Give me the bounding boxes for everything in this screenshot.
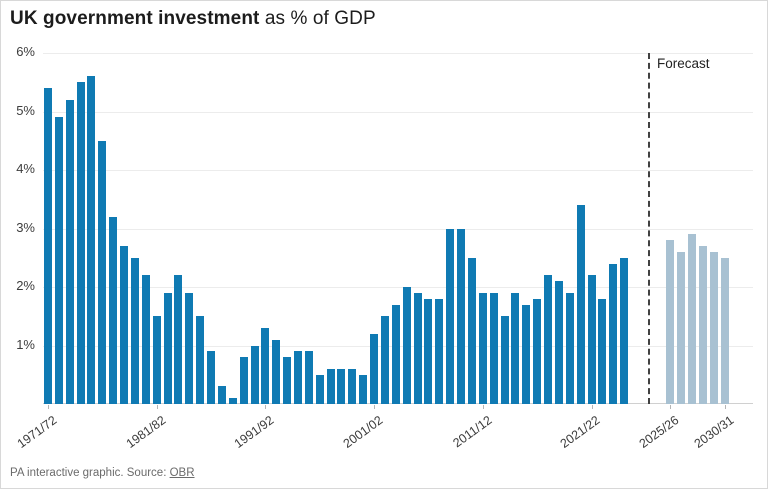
- chart-title-suffix: as % of GDP: [259, 8, 376, 29]
- bar-2003-04[interactable]: [391, 304, 400, 404]
- bar-2001-02[interactable]: [370, 333, 379, 404]
- bar-1995-96[interactable]: [304, 351, 313, 404]
- x-tick-2021-22: [591, 405, 593, 409]
- plot-area: Forecast: [1, 53, 767, 404]
- bar-2004-05[interactable]: [402, 287, 411, 404]
- gridline-3pct: [43, 228, 753, 230]
- bar-1976-77[interactable]: [98, 140, 107, 404]
- bar-2015-16[interactable]: [522, 304, 531, 404]
- bar-2002-03[interactable]: [380, 316, 389, 404]
- x-tick-label-2030-31: 2030/31: [691, 413, 737, 451]
- bar-1977-78[interactable]: [109, 216, 118, 404]
- bar-2021-22[interactable]: [587, 275, 596, 404]
- x-tick-label-2001-02: 2001/02: [340, 413, 386, 451]
- bar-1998-99[interactable]: [337, 368, 346, 404]
- x-tick-label-1991-92: 1991/92: [231, 413, 277, 451]
- bar-2016-17[interactable]: [533, 298, 542, 404]
- forecast-divider-line: [648, 53, 650, 404]
- x-tick-2025-26: [670, 405, 671, 409]
- bar-1975-76[interactable]: [87, 76, 96, 404]
- forecast-label: Forecast: [657, 56, 710, 71]
- bar-2023-24[interactable]: [609, 263, 618, 404]
- gridline-6pct: [43, 53, 753, 54]
- chart-title: UK government investment as % of GDP: [10, 7, 376, 31]
- bar-2005-06[interactable]: [413, 292, 422, 404]
- x-tick-1981-82: [156, 405, 158, 409]
- bar-1984-85[interactable]: [185, 292, 194, 404]
- bar-2012-13[interactable]: [489, 292, 498, 404]
- bar-2029-30[interactable]: [710, 251, 718, 404]
- bar-2028-29[interactable]: [699, 246, 707, 404]
- bar-2013-14[interactable]: [500, 316, 509, 404]
- bar-2000-01[interactable]: [359, 374, 368, 404]
- x-tick-label-2021-22: 2021/22: [557, 413, 603, 451]
- bar-2027-28[interactable]: [688, 234, 696, 404]
- bar-1973-74[interactable]: [65, 99, 74, 404]
- bar-2006-07[interactable]: [424, 298, 433, 404]
- bar-1971-72[interactable]: [44, 88, 52, 404]
- gridline-4pct: [43, 170, 753, 171]
- bar-1987-88[interactable]: [217, 386, 226, 404]
- bar-2018-19[interactable]: [554, 281, 563, 404]
- bar-1990-91[interactable]: [250, 345, 259, 404]
- bar-2019-20[interactable]: [565, 292, 574, 404]
- bar-1985-86[interactable]: [196, 316, 205, 404]
- bar-2008-09[interactable]: [446, 228, 455, 404]
- gridline-5pct: [43, 111, 753, 113]
- bar-1981-82[interactable]: [152, 316, 161, 404]
- bar-2020-21[interactable]: [576, 205, 585, 404]
- x-tick-2011-12: [482, 405, 484, 409]
- chart-title-main: UK government investment: [10, 8, 260, 29]
- bar-1999-00[interactable]: [348, 368, 357, 404]
- bar-2026-27[interactable]: [677, 251, 685, 404]
- bar-2014-15[interactable]: [511, 292, 520, 404]
- x-axis: 1971/72 1981/82 1991/92 2001/02 2011/12 2021/…: [1, 404, 767, 462]
- bar-2011-12[interactable]: [478, 292, 487, 404]
- gridline-2pct: [43, 287, 753, 288]
- x-tick-1971-72: [48, 405, 49, 409]
- bar-1978-79[interactable]: [120, 246, 129, 404]
- bar-1972-73[interactable]: [54, 117, 63, 404]
- bar-2009-10[interactable]: [457, 228, 466, 404]
- bar-1991-92[interactable]: [261, 327, 270, 404]
- bar-1997-98[interactable]: [326, 368, 335, 404]
- bar-1994-95[interactable]: [294, 351, 302, 404]
- bar-2030-31[interactable]: [721, 257, 729, 404]
- footer-text: PA interactive graphic. Source:: [10, 467, 170, 479]
- source-link-obr[interactable]: OBR: [169, 467, 195, 479]
- bar-1974-75[interactable]: [76, 82, 85, 404]
- x-tick-label-2025-26: 2025/26: [636, 413, 682, 451]
- bar-1989-90[interactable]: [239, 357, 248, 404]
- bar-2017-18[interactable]: [544, 275, 553, 404]
- bar-1996-97[interactable]: [315, 374, 324, 404]
- source-note: PA interactive graphic. Source: OBR: [10, 467, 195, 479]
- x-tick-label-2011-12: 2011/12: [450, 413, 495, 451]
- bar-1980-81[interactable]: [141, 275, 150, 404]
- x-tick-1991-92: [265, 405, 267, 409]
- bar-1986-87[interactable]: [207, 351, 216, 404]
- x-tick-2001-02: [374, 405, 376, 409]
- bar-2010-11[interactable]: [467, 257, 476, 404]
- bar-2007-08[interactable]: [435, 298, 444, 404]
- bar-2024-25[interactable]: [620, 257, 629, 404]
- bar-1983-84[interactable]: [174, 275, 183, 404]
- bar-1979-80[interactable]: [130, 257, 139, 404]
- x-tick-2030-31: [725, 405, 726, 409]
- bar-1992-93[interactable]: [272, 339, 281, 404]
- bar-2022-23[interactable]: [598, 298, 607, 404]
- bar-1982-83[interactable]: [163, 292, 172, 404]
- bar-2025-26[interactable]: [666, 240, 674, 404]
- bar-1988-89[interactable]: [228, 398, 237, 404]
- x-tick-label-1981-82: 1981/82: [123, 413, 168, 451]
- x-tick-label-1971-72: 1971/72: [14, 413, 60, 451]
- bar-1993-94[interactable]: [283, 357, 292, 404]
